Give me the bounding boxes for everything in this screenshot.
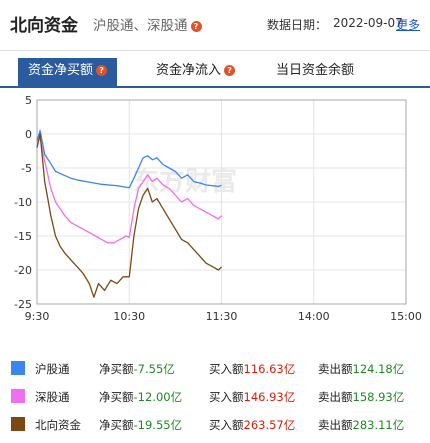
legend-swatch — [11, 417, 25, 431]
y-tick-label: -15 — [14, 230, 32, 243]
y-axis-ticks: 5 0 -5 -10 -15 -20 -25 — [14, 94, 32, 311]
buy-label: 买入额 — [209, 418, 244, 432]
series-line — [36, 133, 222, 298]
legend-name: 北向资金 — [35, 418, 81, 432]
net-value: -7.55亿 — [133, 362, 175, 376]
tab-daily-balance-label: 当日资金余额 — [276, 63, 355, 78]
series-line — [36, 136, 222, 244]
net-value: -19.55亿 — [133, 418, 183, 432]
x-tick-label: 14:00 — [298, 310, 330, 323]
tab-bar: 资金净买额? 资金净流入? 当日资金余额 — [0, 58, 430, 88]
y-tick-label: -25 — [14, 298, 32, 311]
tab-daily-balance[interactable]: 当日资金余额 — [276, 58, 354, 86]
legend-swatch — [11, 389, 25, 403]
more-link[interactable]: 更多 — [396, 18, 421, 32]
buy-amount: 买入额146.93亿 — [209, 389, 295, 405]
x-tick-label: 11:30 — [206, 310, 238, 323]
help-icon[interactable]: ? — [96, 65, 108, 76]
date-value: 2022-09-07 — [333, 16, 403, 30]
y-tick-label: 0 — [25, 128, 32, 141]
page-subtitle: 沪股通、深股通? — [93, 14, 202, 34]
y-tick-label: -5 — [21, 162, 32, 175]
tab-net-inflow-label: 资金净流入 — [156, 63, 222, 78]
legend-name: 沪股通 — [35, 362, 70, 376]
buy-value: 116.63亿 — [243, 362, 296, 376]
net-buy-chart: 东方财富 5 0 -5 -10 -15 -20 -25 9:30 10:30 11:30 14:0… — [14, 94, 422, 323]
x-axis-ticks: 9:30 10:30 11:30 14:00 15:00 — [25, 310, 422, 323]
net-buy: 净买额-12.00亿 — [99, 389, 182, 405]
x-tick-label: 15:00 — [390, 310, 422, 323]
sell-amount: 卖出额283.11亿 — [318, 417, 404, 433]
net-buy: 净买额-7.55亿 — [99, 361, 175, 377]
help-icon[interactable]: ? — [190, 21, 202, 32]
buy-value: 146.93亿 — [243, 390, 296, 404]
buy-amount: 买入额263.57亿 — [209, 417, 295, 433]
legend-swatch — [11, 361, 25, 375]
sell-label: 卖出额 — [318, 390, 353, 404]
legend-name: 深股通 — [35, 390, 70, 404]
tab-net-buy-label: 资金净买额 — [28, 63, 94, 78]
buy-label: 买入额 — [209, 390, 244, 404]
buy-label: 买入额 — [209, 362, 244, 376]
tab-net-inflow[interactable]: 资金净流入? — [156, 58, 236, 86]
plot-border — [36, 99, 407, 305]
watermark: 东方财富 — [133, 166, 237, 197]
sell-value: 283.11亿 — [352, 418, 405, 432]
net-label: 净买额 — [99, 362, 134, 376]
legend-row-sh: 沪股通 净买额-7.55亿 买入额116.63亿 卖出额124.18亿 — [0, 356, 430, 382]
chart-grid — [36, 99, 407, 305]
sell-label: 卖出额 — [318, 418, 353, 432]
net-value: -12.00亿 — [133, 390, 183, 404]
legend-row-north: 北向资金 净买额-19.55亿 买入额263.57亿 卖出额283.11亿 — [0, 412, 430, 438]
y-tick-label: 5 — [25, 94, 32, 107]
sell-value: 124.18亿 — [352, 362, 405, 376]
page-title: 北向资金 — [10, 16, 78, 36]
date-label: 数据日期： — [267, 18, 328, 32]
subtitle-text: 沪股通、深股通 — [93, 18, 188, 34]
x-tick-label: 10:30 — [113, 310, 145, 323]
header-divider — [0, 50, 430, 51]
sell-amount: 卖出额124.18亿 — [318, 361, 404, 377]
series-line — [36, 129, 222, 189]
y-tick-label: -10 — [14, 196, 32, 209]
sell-label: 卖出额 — [318, 362, 353, 376]
legend-row-sz: 深股通 净买额-12.00亿 买入额146.93亿 卖出额158.93亿 — [0, 384, 430, 410]
buy-value: 263.57亿 — [243, 418, 296, 432]
chart-series — [36, 129, 222, 298]
header: 北向资金 沪股通、深股通? 数据日期： 2022-09-07 更多 — [0, 0, 430, 50]
sell-amount: 卖出额158.93亿 — [318, 389, 404, 405]
buy-amount: 买入额116.63亿 — [209, 361, 295, 377]
help-icon[interactable]: ? — [224, 65, 236, 76]
tab-net-buy[interactable]: 资金净买额? — [18, 58, 118, 86]
net-buy: 净买额-19.55亿 — [99, 417, 182, 433]
x-tick-label: 9:30 — [25, 310, 50, 323]
y-tick-label: -20 — [14, 264, 32, 277]
net-label: 净买额 — [99, 418, 134, 432]
net-label: 净买额 — [99, 390, 134, 404]
sell-value: 158.93亿 — [352, 390, 405, 404]
